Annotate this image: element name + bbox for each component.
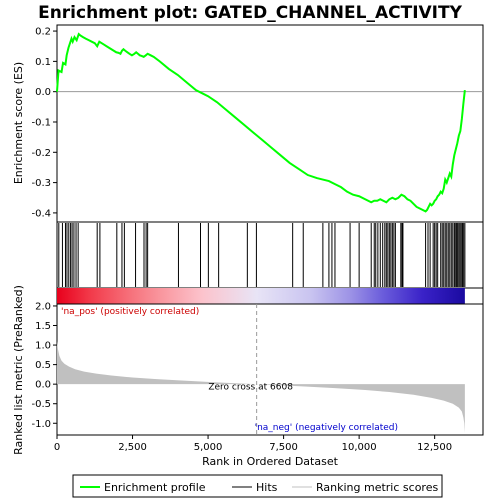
es-y-tick-label: 0.0 — [35, 87, 51, 98]
zero-cross-label: Zero cross at 6608 — [208, 383, 293, 393]
es-y-tick-label: 0.1 — [35, 57, 51, 68]
es-panel: 0.2 0.1 0.0 -0.1 -0.2 -0.3 -0.4 Enrichment sco… — [12, 24, 484, 223]
x-tick-label: 10,000 — [342, 442, 377, 453]
metric-y-tick-label: -0.5 — [31, 399, 51, 410]
ranking-metric-area — [57, 341, 465, 434]
es-y-ticks: 0.2 0.1 0.0 -0.1 -0.2 -0.3 -0.4 — [31, 27, 57, 219]
es-y-tick-label: -0.4 — [31, 208, 51, 219]
legend-entry-enrichment: Enrichment profile — [104, 481, 206, 494]
x-axis-label: Rank in Ordered Dataset — [202, 455, 339, 468]
chart-title: Enrichment plot: GATED_CHANNEL_ACTIVITY — [38, 3, 463, 23]
metric-y-tick-label: 1.5 — [35, 321, 51, 332]
es-y-tick-label: -0.1 — [31, 117, 51, 128]
x-tick-label: 2,500 — [118, 442, 147, 453]
metric-y-tick-label: -1.0 — [31, 419, 51, 430]
hit-marks — [58, 223, 466, 287]
es-y-tick-label: 0.2 — [35, 27, 51, 38]
metric-panel: 2.0 1.5 1.0 0.5 0.0 -0.5 -1.0 Zero cross at 66… — [12, 285, 484, 455]
x-tick-label: 12,500 — [417, 442, 452, 453]
heatmap-bar — [57, 288, 465, 304]
metric-y-tick-label: 0.5 — [35, 360, 51, 371]
legend-frame — [72, 474, 443, 498]
legend-entry-hits: Hits — [256, 481, 278, 494]
hits-panel — [56, 221, 484, 289]
pos-correlated-label: 'na_pos' (positively correlated) — [61, 307, 199, 317]
metric-y-ticks: 2.0 1.5 1.0 0.5 0.0 -0.5 -1.0 — [31, 301, 57, 430]
metric-y-tick-label: 2.0 — [35, 301, 51, 312]
legend: Enrichment profile Hits Ranking metric s… — [72, 474, 443, 498]
metric-y-label: Ranked list metric (PreRanked) — [12, 285, 25, 455]
metric-y-tick-label: 1.0 — [35, 341, 51, 352]
es-y-tick-label: -0.3 — [31, 178, 51, 189]
x-ticks: 0 2,500 5,000 7,500 10,000 12,500 — [54, 435, 452, 453]
legend-entry-metric: Ranking metric scores — [316, 481, 438, 494]
x-tick-label: 5,000 — [194, 442, 223, 453]
metric-panel-frame — [56, 303, 484, 436]
x-tick-label: 0 — [54, 442, 60, 453]
neg-correlated-label: 'na_neg' (negatively correlated) — [255, 423, 398, 433]
enrichment-curve — [56, 32, 466, 213]
es-y-tick-label: -0.2 — [31, 148, 51, 159]
heatmap-panel — [56, 287, 484, 305]
x-tick-label: 7,500 — [269, 442, 298, 453]
metric-y-tick-label: 0.0 — [35, 380, 51, 391]
es-y-label: Enrichment score (ES) — [12, 62, 25, 184]
hits-panel-frame — [56, 221, 484, 289]
